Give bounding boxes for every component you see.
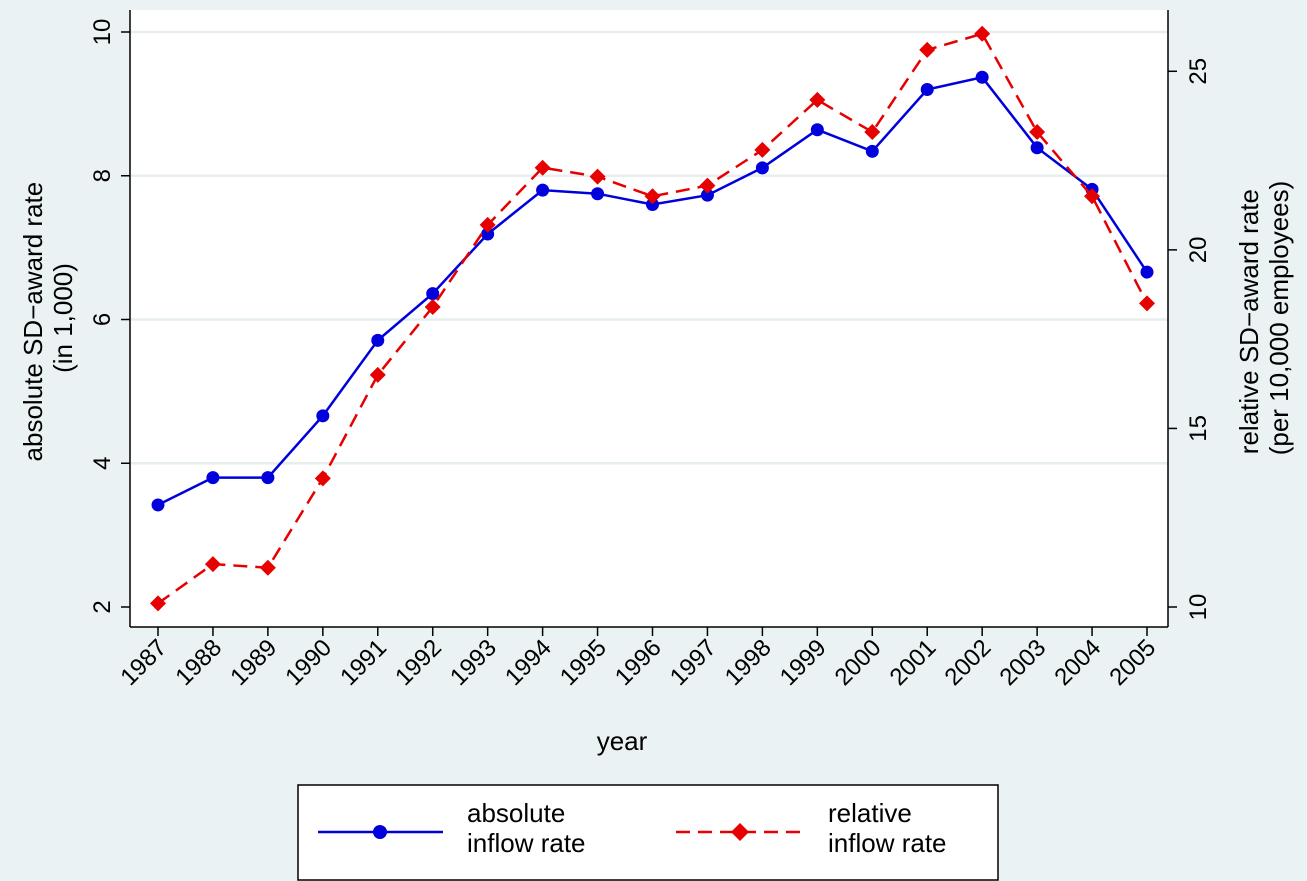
point-relative-1992 (424, 299, 441, 315)
left-y-ticks: 2 4 6 8 10 (89, 19, 130, 614)
point-absolute-1999 (810, 123, 824, 137)
legend-label-relative-line1: relative (828, 798, 912, 828)
point-relative-1994 (534, 159, 551, 176)
right-axis-title-line1: relative SD−award rate (1234, 189, 1264, 454)
point-absolute-1998 (755, 161, 769, 175)
legend-marker-relative (731, 823, 749, 841)
point-relative-1990 (314, 470, 331, 487)
point-absolute-1990 (316, 409, 330, 423)
x-tick-label-1991: 1991 (335, 634, 392, 691)
point-relative-1995 (589, 168, 606, 185)
left-tick-label-4: 4 (89, 457, 116, 470)
point-absolute-2003 (1030, 141, 1044, 155)
point-absolute-1997 (700, 188, 714, 202)
x-tick-label-1998: 1998 (720, 634, 777, 691)
point-absolute-1992 (426, 287, 440, 301)
legend-item-relative: relative inflow rate (676, 798, 947, 858)
x-ticks: 1987198819891990199119921993199419951996… (115, 627, 1161, 691)
x-tick-label-1989: 1989 (225, 634, 282, 691)
point-absolute-2005 (1140, 265, 1154, 279)
point-relative-1993 (479, 216, 496, 233)
point-absolute-1988 (206, 471, 220, 485)
point-absolute-2000 (865, 144, 879, 158)
point-relative-1987 (150, 595, 166, 612)
right-axis-title-line2: (per 10,000 employees) (1264, 181, 1294, 456)
x-tick-label-1993: 1993 (445, 634, 502, 691)
point-relative-2001 (919, 41, 936, 58)
point-absolute-1995 (591, 187, 605, 201)
right-axis-title: relative SD−award rate (per 10,000 emplo… (1234, 181, 1294, 456)
point-relative-1999 (809, 91, 826, 108)
legend-item-absolute: absolute inflow rate (318, 798, 586, 858)
x-tick-label-1987: 1987 (115, 634, 172, 691)
x-tick-label-1988: 1988 (170, 634, 227, 691)
point-absolute-1991 (371, 333, 385, 347)
legend-label-absolute-line2: inflow rate (467, 828, 586, 858)
point-relative-1996 (644, 188, 661, 205)
left-axis-title: absolute SD−award rate (in 1,000) (18, 175, 78, 462)
right-tick-label-10: 10 (1185, 594, 1212, 621)
point-relative-1988 (204, 556, 221, 573)
point-relative-2002 (974, 25, 991, 42)
left-tick-label-8: 8 (89, 169, 116, 182)
series-layer (150, 25, 1155, 612)
point-absolute-2002 (975, 70, 989, 84)
legend-label-absolute-line1: absolute (467, 798, 565, 828)
legend: absolute inflow rate relative inflow rat… (297, 784, 999, 881)
x-tick-label-1994: 1994 (500, 634, 557, 691)
legend-label-relative-line2: inflow rate (828, 828, 947, 858)
right-tick-label-25: 25 (1185, 58, 1212, 85)
point-absolute-1989 (261, 471, 275, 485)
x-axis-title: year (597, 726, 648, 756)
x-tick-label-2002: 2002 (940, 634, 997, 691)
point-relative-2000 (864, 124, 881, 140)
point-relative-2004 (1084, 188, 1101, 205)
legend-label-absolute: absolute inflow rate (467, 798, 586, 858)
point-relative-1998 (754, 141, 771, 158)
left-tick-label-10: 10 (89, 19, 116, 46)
left-tick-label-2: 2 (89, 600, 116, 613)
point-relative-2005 (1139, 295, 1155, 312)
point-relative-2003 (1029, 124, 1046, 140)
left-tick-label-6: 6 (89, 313, 116, 326)
x-tick-label-1990: 1990 (280, 634, 337, 691)
point-absolute-1987 (151, 498, 165, 512)
x-tick-label-2001: 2001 (885, 634, 942, 691)
point-absolute-2001 (920, 83, 934, 96)
x-tick-label-1996: 1996 (610, 634, 667, 691)
point-relative-1991 (369, 366, 386, 383)
right-tick-label-15: 15 (1185, 415, 1212, 442)
left-axis-title-line2: (in 1,000) (48, 263, 78, 373)
point-absolute-1993 (481, 227, 495, 241)
point-absolute-1994 (536, 183, 550, 197)
left-axis-title-line1: absolute SD−award rate (18, 182, 48, 462)
gridlines (130, 30, 1168, 465)
x-tick-label-1995: 1995 (555, 634, 612, 691)
legend-label-relative: relative inflow rate (828, 798, 947, 858)
legend-marker-absolute (373, 825, 387, 839)
x-tick-label-1997: 1997 (665, 634, 722, 691)
x-tick-label-1999: 1999 (775, 634, 832, 691)
x-tick-label-2004: 2004 (1049, 634, 1106, 691)
x-tick-label-2000: 2000 (830, 634, 887, 691)
point-relative-1997 (699, 177, 716, 194)
right-y-ticks: 10 15 20 25 (1168, 58, 1212, 620)
x-tick-label-2003: 2003 (995, 634, 1052, 691)
right-tick-label-20: 20 (1185, 237, 1212, 264)
point-absolute-1996 (646, 198, 659, 211)
x-tick-label-2005: 2005 (1104, 634, 1161, 691)
point-relative-1989 (259, 559, 276, 576)
x-tick-label-1992: 1992 (390, 634, 447, 691)
